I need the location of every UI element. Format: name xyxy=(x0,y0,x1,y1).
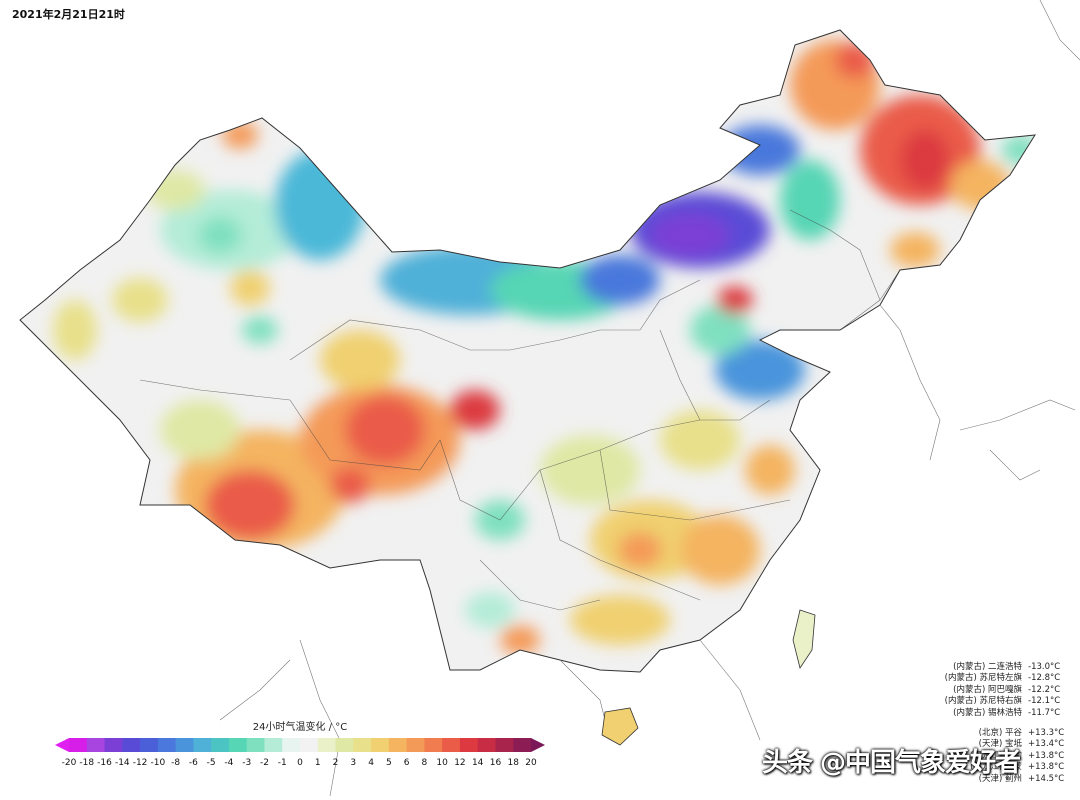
legend-tick-label: 1 xyxy=(314,758,321,768)
legend-swatch xyxy=(104,738,123,752)
legend-tick-label: 14 xyxy=(471,758,484,768)
legend-swatch xyxy=(122,738,141,752)
station-row: (北京) 平谷 +13.3°C xyxy=(898,728,1068,739)
station-name: (黑龙江) 林甸 xyxy=(970,750,1022,761)
station-row: (内蒙古) 锡林浩特 -11.7°C xyxy=(898,708,1068,719)
legend-swatch xyxy=(140,738,159,752)
station-value: -13.0°C xyxy=(1028,662,1061,672)
legend-tick-label: -8 xyxy=(171,758,181,768)
color-legend: 24小时气温变化 / °C -20 -18 -16 -14 -12 -10 -8 -6 -5 -4… xyxy=(55,718,545,778)
station-value: -11.7°C xyxy=(1028,707,1061,718)
legend-swatch xyxy=(157,738,177,752)
station-value: +13.4°C xyxy=(1028,739,1065,750)
station-name: (内蒙古) 苏尼特左旗 xyxy=(944,673,1022,684)
station-value: -12.2°C xyxy=(1028,684,1061,695)
station-name: (黑龙江) 杜蒙 xyxy=(970,762,1022,773)
legend-tick-label: 20 xyxy=(525,758,537,768)
legend-title: 24小时气温变化 / °C xyxy=(252,722,348,733)
legend-swatch xyxy=(300,738,319,752)
legend-swatch xyxy=(353,738,372,752)
legend-tick-label: -18 xyxy=(79,758,95,768)
legend-swatch xyxy=(282,738,301,752)
legend-swatch xyxy=(211,738,230,752)
legend-swatch xyxy=(459,738,479,752)
station-row: (内蒙古) 阿巴嘎旗 -12.2°C xyxy=(898,685,1068,696)
legend-swatch xyxy=(388,738,408,752)
legend-ticks: -20 -18 -16 -14 -12 -10 -8 -6 -5 -4 -3 -2 -1 0 1 2 3 4 5 6 8… xyxy=(55,758,545,772)
hainan-island xyxy=(601,707,639,746)
station-row: (天津) 宝坻 +13.4°C xyxy=(898,739,1068,750)
warmest-stations-list: (北京) 平谷 +13.3°C (天津) 宝坻 +13.4°C (黑龙江) 林甸 +13.… xyxy=(898,728,1068,785)
station-name: (天津) 蓟州 xyxy=(978,773,1022,784)
station-name: (内蒙古) 苏尼特右旗 xyxy=(944,696,1022,707)
legend-tick-label: -20 xyxy=(61,758,77,768)
station-name: (北京) 平谷 xyxy=(978,728,1022,738)
station-row: (内蒙古) 苏尼特左旗 -12.8°C xyxy=(898,673,1068,684)
taiwan-island xyxy=(792,609,816,669)
legend-swatch xyxy=(264,738,283,752)
legend-swatch xyxy=(246,738,265,752)
legend-swatch xyxy=(193,738,212,752)
legend-tick-label: 2 xyxy=(332,758,339,768)
station-row: (内蒙古) 苏尼特右旗 -12.1°C xyxy=(898,696,1068,707)
legend-tick-label: -6 xyxy=(188,758,198,768)
legend-tick-label: 8 xyxy=(421,758,428,768)
legend-tick-label: -2 xyxy=(259,758,269,768)
coldest-stations-list: (内蒙古) 二连浩特 -13.0°C (内蒙古) 苏尼特左旗 -12.8°C (内蒙古)… xyxy=(898,662,1068,719)
legend-tick-label: 16 xyxy=(489,758,502,768)
station-value: +13.8°C xyxy=(1028,762,1065,773)
legend-swatch xyxy=(175,738,194,752)
station-value: +13.8°C xyxy=(1028,750,1065,761)
legend-swatch xyxy=(513,738,532,752)
station-value: +13.3°C xyxy=(1028,728,1065,738)
legend-tick-label: -12 xyxy=(132,758,148,768)
legend-tick-label: 4 xyxy=(368,758,374,768)
legend-tick-label: 6 xyxy=(403,758,410,768)
legend-tick-label: 5 xyxy=(385,758,392,768)
legend-tick-label: -1 xyxy=(277,758,287,768)
legend-tick-label: -14 xyxy=(114,758,130,768)
station-value: -12.8°C xyxy=(1028,673,1061,684)
legend-swatch xyxy=(335,738,354,752)
legend-colorbar xyxy=(55,738,545,752)
legend-arrow-left xyxy=(55,738,69,752)
legend-tick-label: 0 xyxy=(297,758,303,768)
station-row: (天津) 蓟州 +14.5°C xyxy=(898,774,1068,785)
legend-swatch xyxy=(228,738,248,752)
station-row: (黑龙江) 杜蒙 +13.8°C xyxy=(898,762,1068,773)
legend-tick-label: 3 xyxy=(350,758,357,768)
station-name: (内蒙古) 锡林浩特 xyxy=(953,707,1022,718)
legend-swatch xyxy=(371,738,390,752)
legend-swatch xyxy=(477,738,496,752)
legend-tick-label: 18 xyxy=(507,758,519,768)
legend-tick-label: -10 xyxy=(150,758,166,768)
station-name: (天津) 宝坻 xyxy=(978,739,1022,750)
legend-tick-label: -3 xyxy=(242,758,252,768)
legend-swatch xyxy=(69,738,88,752)
legend-swatch xyxy=(86,738,106,752)
station-row: (黑龙江) 林甸 +13.8°C xyxy=(898,751,1068,762)
legend-swatch xyxy=(406,738,425,752)
station-row: (内蒙古) 二连浩特 -13.0°C xyxy=(898,662,1068,673)
province-borders xyxy=(139,209,901,611)
legend-swatch xyxy=(317,738,337,752)
legend-tick-label: 10 xyxy=(436,758,448,768)
watermark: 头条 @中国气象爱好者 xyxy=(762,748,1021,778)
station-value: -12.1°C xyxy=(1028,696,1061,707)
legend-tick-label: -5 xyxy=(206,758,216,768)
legend-tick-label: -16 xyxy=(97,758,112,768)
legend-swatch xyxy=(495,738,514,752)
station-name: (内蒙古) 阿巴嘎旗 xyxy=(953,684,1022,695)
map-timestamp: 2021年2月21日21时 xyxy=(12,8,125,21)
station-name: (内蒙古) 二连浩特 xyxy=(953,662,1022,672)
legend-arrow-right xyxy=(531,738,545,752)
neighbor-outlines xyxy=(219,0,1080,797)
legend-tick-label: 12 xyxy=(454,758,466,768)
legend-swatch xyxy=(424,738,443,752)
station-value: +14.5°C xyxy=(1028,773,1065,784)
legend-swatch xyxy=(442,738,461,752)
legend-tick-label: -4 xyxy=(224,758,234,768)
